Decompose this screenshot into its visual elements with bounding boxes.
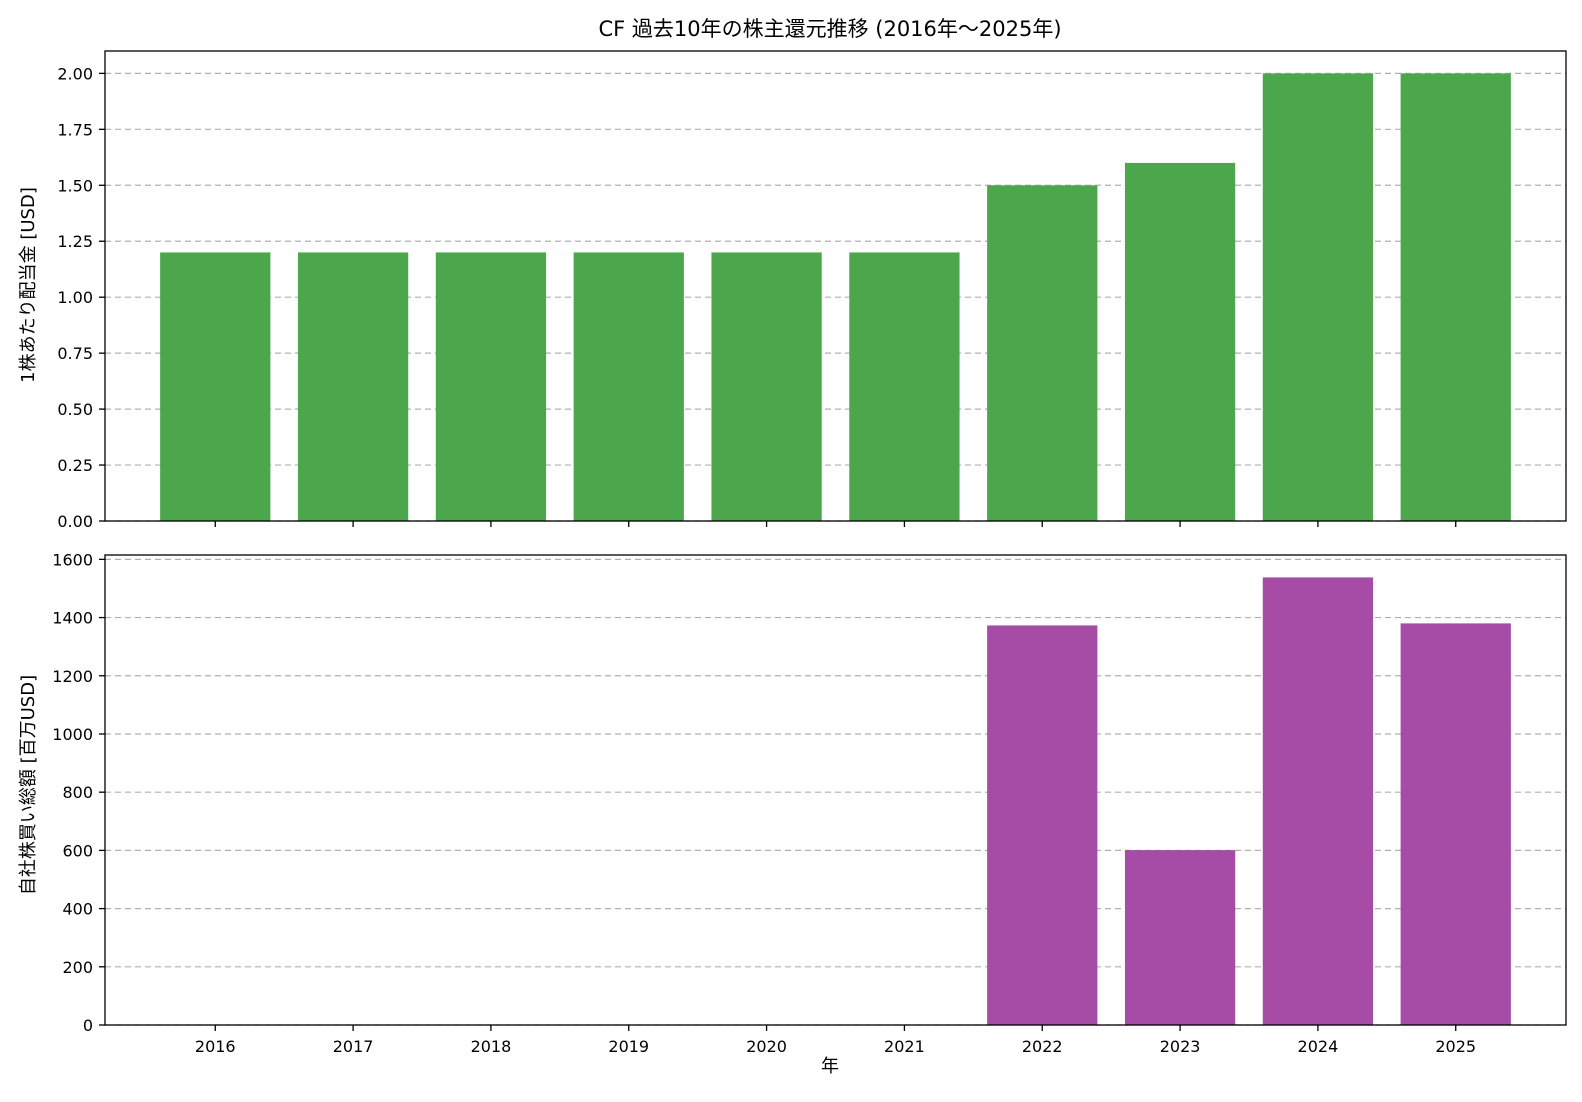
dividend-bar-2022 (987, 185, 1098, 522)
buyback-y-tick-label: 1400 (52, 609, 93, 628)
x-tick-label-2022: 2022 (1022, 1037, 1063, 1056)
dividend-bar-2021 (849, 252, 960, 521)
x-tick-label-2025: 2025 (1435, 1037, 1476, 1056)
dividend-y-tick-label: 1.00 (57, 288, 93, 307)
x-tick-label-2023: 2023 (1160, 1037, 1201, 1056)
buyback-y-axis-label: 自社株買い総額 [百万USD] (18, 675, 39, 895)
buyback-panel: 0 200 400 600 800 1000 1200 1400 1600 2016 2017 201… (52, 550, 1567, 1056)
buyback-bar-2024 (1262, 577, 1374, 1025)
dividend-bar-2018 (435, 252, 547, 521)
x-tick-label-2016: 2016 (195, 1037, 236, 1056)
dividend-y-tick-label: 0.50 (57, 400, 93, 419)
dividend-panel: 0.00 0.25 0.50 0.75 1.00 1.25 1.50 1.75 2.00 (57, 50, 1567, 531)
dividend-y-tick-label: 1.50 (57, 176, 93, 195)
buyback-y-tick-label: 1200 (52, 667, 93, 686)
dividend-bar-2016 (160, 252, 271, 521)
x-tick-label-2020: 2020 (746, 1037, 787, 1056)
buyback-bar-2025 (1400, 623, 1511, 1025)
x-tick-label-2021: 2021 (884, 1037, 925, 1056)
dividend-y-tick-label: 2.00 (57, 64, 93, 83)
x-tick-label-2017: 2017 (333, 1037, 374, 1056)
buyback-bar-2022 (987, 625, 1098, 1025)
buyback-y-tick-label: 1000 (52, 725, 93, 744)
dividend-bar-2020 (711, 252, 822, 521)
buyback-y-tick-label: 400 (62, 900, 93, 919)
dividend-y-tick-label: 1.25 (57, 232, 93, 251)
buyback-y-tick-label: 200 (62, 958, 93, 977)
x-tick-label-2018: 2018 (471, 1037, 512, 1056)
dividend-y-axis-label: 1株あたり配当金 [USD] (18, 187, 39, 383)
dividend-bar-2017 (297, 252, 409, 521)
dividend-bar-2023 (1124, 162, 1236, 521)
buyback-y-tick-label: 600 (62, 841, 93, 860)
buyback-plot-frame (104, 554, 1567, 1026)
dividend-plot-frame (104, 50, 1567, 522)
dividend-y-tick-label: 1.75 (57, 120, 93, 139)
dividend-bar-2019 (573, 252, 684, 521)
dividend-y-tick-label: 0.75 (57, 344, 93, 363)
dividend-bar-2024 (1262, 73, 1374, 521)
x-tick-label-2024: 2024 (1298, 1037, 1339, 1056)
dividend-y-tick-label: 0.25 (57, 456, 93, 475)
chart-title: CF 過去10年の株主還元推移 (2016年～2025年) (598, 17, 1061, 41)
x-tick-label-2019: 2019 (608, 1037, 649, 1056)
buyback-bar-2023 (1124, 850, 1236, 1025)
dividend-y-tick-label: 0.00 (57, 512, 93, 531)
buyback-y-tick-label: 0 (83, 1016, 93, 1035)
dividend-bar-2025 (1400, 73, 1511, 521)
x-axis-label: 年 (821, 1056, 839, 1077)
buyback-y-tick-label: 800 (62, 783, 93, 802)
buyback-y-tick-label: 1600 (52, 550, 93, 569)
